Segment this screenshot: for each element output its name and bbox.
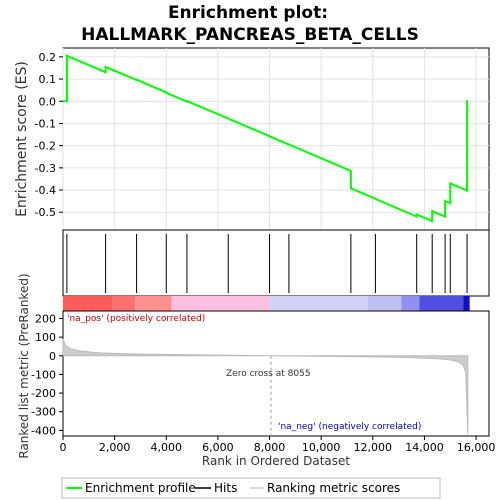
neg-correlated-label: 'na_neg' (negatively correlated) xyxy=(278,422,421,432)
hits-panel xyxy=(63,230,489,296)
chart-title-line2: HALLMARK_PANCREAS_BETA_CELLS xyxy=(81,25,419,45)
x-axis-label: Rank in Ordered Dataset xyxy=(202,454,350,468)
x-tick-label: 6,000 xyxy=(202,441,234,454)
es-panel: 0.2 0.1 0.0 -0.1 -0.2 -0.3 -0.4 -0.5 Enrichment… xyxy=(14,48,489,230)
metric-y-tick-label: 200 xyxy=(35,312,56,325)
es-y-tick-label: 0.1 xyxy=(39,73,57,86)
x-tick-label: 10,000 xyxy=(302,441,341,454)
metric-y-tick-label: 0 xyxy=(49,350,56,363)
metric-y-tick-label: -400 xyxy=(31,424,56,437)
metric-y-tick-label: -100 xyxy=(31,368,56,381)
chart-title-line1: Enrichment plot: xyxy=(168,3,328,23)
ranking-band-segment xyxy=(401,296,419,311)
metric-y-tick-label: -300 xyxy=(31,406,56,419)
ranking-band-segment xyxy=(135,296,171,311)
es-y-tick-label: 0.0 xyxy=(39,95,57,108)
es-y-tick-label: -0.5 xyxy=(35,206,56,219)
metric-y-tick-label: 100 xyxy=(35,331,56,344)
pos-correlated-label: 'na_pos' (positively correlated) xyxy=(67,314,205,324)
es-y-axis-label: Enrichment score (ES) xyxy=(14,61,30,217)
es-y-tick-label: -0.2 xyxy=(35,140,56,153)
ranking-band-segment xyxy=(463,296,469,311)
legend-label-hits: Hits xyxy=(214,481,237,495)
ranking-color-band xyxy=(63,296,470,311)
ranking-band-segment xyxy=(368,296,402,311)
ranking-band-segment xyxy=(63,296,112,311)
ranking-band-segment xyxy=(112,296,135,311)
zero-cross-label: Zero cross at 8055 xyxy=(226,369,311,379)
legend-label-ranking-metric: Ranking metric scores xyxy=(267,481,400,495)
metric-y-axis-label: Ranked list metric (PreRanked) xyxy=(17,273,31,458)
x-tick-label: 16,000 xyxy=(457,441,496,454)
metric-y-ticks: 200 100 0 -100 -200 -300 -400 xyxy=(31,312,63,437)
ranking-band-segment xyxy=(270,296,368,311)
x-axis-ticks: 0 2,000 4,000 6,000 8,000 10,000 12,000 14,000 1… xyxy=(60,436,496,454)
x-tick-label: 8,000 xyxy=(254,441,286,454)
es-y-tick-label: -0.3 xyxy=(35,162,56,175)
x-tick-label: 4,000 xyxy=(151,441,183,454)
es-y-tick-label: -0.4 xyxy=(35,184,56,197)
es-y-tick-label: 0.2 xyxy=(39,51,57,64)
x-tick-label: 14,000 xyxy=(405,441,444,454)
ranking-band-segment xyxy=(419,296,463,311)
legend: Enrichment profile Hits Ranking metric s… xyxy=(62,478,440,498)
ranking-band-segment xyxy=(171,296,269,311)
metric-y-tick-label: -200 xyxy=(31,387,56,400)
x-tick-label: 12,000 xyxy=(354,441,393,454)
legend-label-enrichment-profile: Enrichment profile xyxy=(85,481,196,495)
x-tick-label: 2,000 xyxy=(99,441,131,454)
es-y-ticks: 0.2 0.1 0.0 -0.1 -0.2 -0.3 -0.4 -0.5 xyxy=(35,51,63,219)
es-y-tick-label: -0.1 xyxy=(35,117,56,130)
hits-panel-frame xyxy=(63,230,489,296)
x-tick-label: 0 xyxy=(60,441,67,454)
